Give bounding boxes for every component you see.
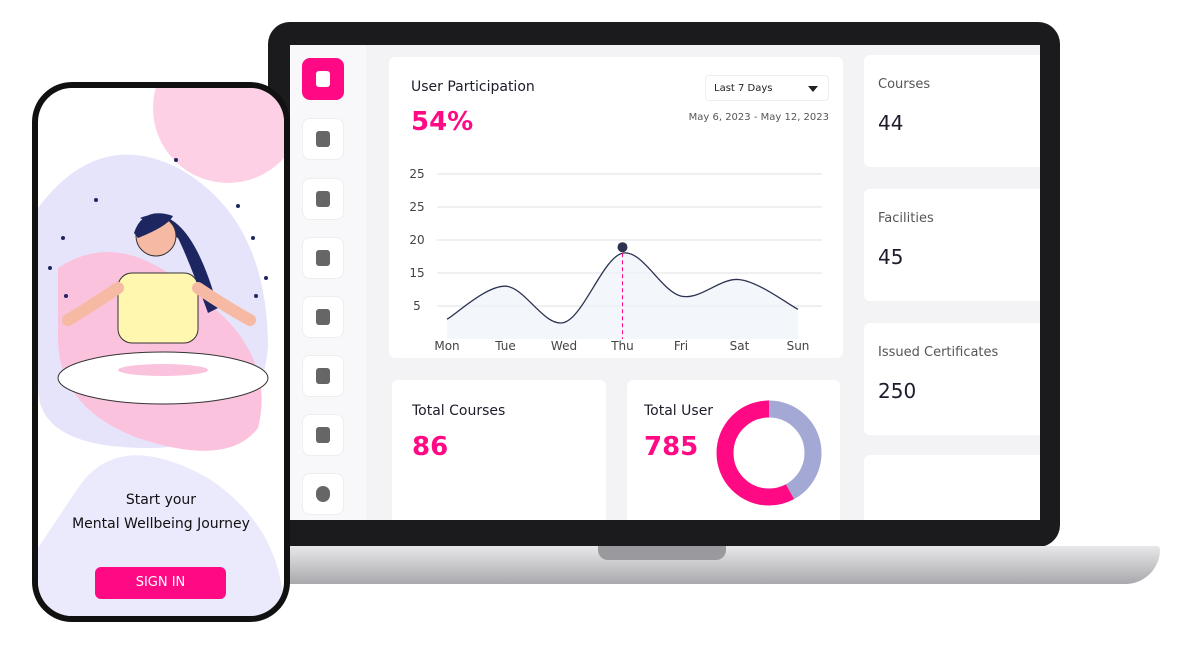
total-user-card: Total User 785 [627, 380, 840, 520]
dashboard: User Participation 54% Last 7 Days May 6… [290, 45, 1040, 520]
donut-chart [716, 400, 822, 506]
y-tick-label: 25 [409, 167, 424, 181]
stat-card: Courses 44 [864, 55, 1040, 167]
sidebar [290, 45, 366, 520]
stat-label: Facilities [878, 211, 934, 226]
stat-label: Courses [878, 77, 931, 92]
x-tick-label: Sun [787, 339, 810, 353]
nav-item[interactable] [302, 414, 344, 456]
total-user-value: 785 [644, 432, 699, 462]
nav-dashboard[interactable] [302, 58, 344, 100]
x-tick-label: Mon [434, 339, 459, 353]
nav-item[interactable] [302, 473, 344, 515]
nav-item[interactable] [302, 178, 344, 220]
participation-value: 54% [411, 107, 474, 137]
range-select-text: Last 7 Days [714, 83, 773, 94]
x-tick-label: Tue [494, 339, 516, 353]
stat-card: Issued Certificates 250 [864, 323, 1040, 435]
x-tick-label: Thu [610, 339, 634, 353]
sign-in-button[interactable]: SIGN IN [95, 567, 226, 599]
stat-value: 44 [878, 111, 904, 135]
x-tick-label: Wed [551, 339, 577, 353]
headline-line: Mental Wellbeing Journey [72, 516, 250, 532]
highlight-point [617, 242, 628, 253]
donut-segment [716, 400, 822, 506]
y-tick-label: 5 [413, 299, 421, 313]
total-courses-value: 86 [412, 432, 449, 462]
y-tick-label: 15 [409, 266, 424, 280]
y-tick-label: 25 [409, 200, 424, 214]
card-title: User Participation [411, 79, 535, 95]
y-tick-label: 20 [409, 233, 424, 247]
stat-card [864, 455, 1040, 520]
laptop-notch [598, 546, 726, 560]
x-tick-label: Fri [674, 339, 688, 353]
nav-item[interactable] [302, 118, 344, 160]
stat-label: Issued Certificates [878, 345, 999, 360]
stat-card: Facilities 45 [864, 189, 1040, 301]
x-tick-label: Sat [730, 339, 750, 353]
nav-item[interactable] [302, 296, 344, 338]
nav-item[interactable] [302, 237, 344, 279]
headline: Start your Mental Wellbeing Journey [38, 488, 284, 536]
participation-card: User Participation 54% Last 7 Days May 6… [389, 57, 843, 358]
card-title: Total User [644, 403, 714, 419]
phone-screen: Start your Mental Wellbeing Journey SIGN… [38, 88, 284, 616]
headline-line: Start your [125, 492, 197, 508]
stat-value: 45 [878, 245, 904, 269]
stat-value: 250 [878, 379, 917, 403]
date-range: May 6, 2023 - May 12, 2023 [688, 112, 829, 123]
total-courses-card: Total Courses 86 [392, 380, 606, 520]
nav-item[interactable] [302, 355, 344, 397]
line-chart: 25 25 20 15 5 Mon Tue Wed Thu Fri Sat Sun [409, 167, 822, 353]
illustration [38, 88, 284, 616]
range-select[interactable]: Last 7 Days [705, 75, 829, 101]
card-title: Total Courses [412, 403, 506, 419]
